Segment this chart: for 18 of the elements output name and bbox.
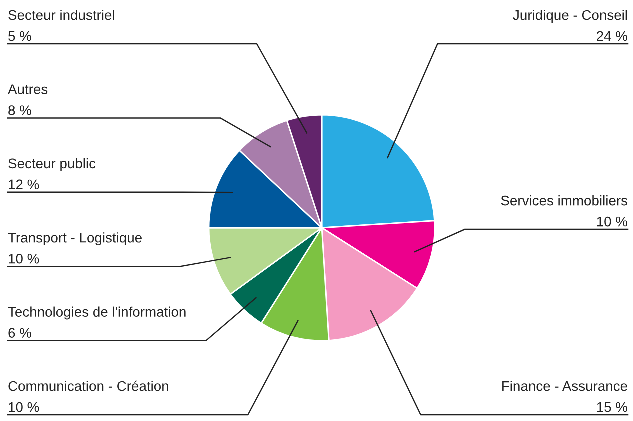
data-label: 10 % bbox=[9, 254, 40, 264]
data-label: 5 % bbox=[8, 31, 32, 42]
slice-label: Transport - Logistique bbox=[8, 232, 142, 246]
slice-label: Finance - Assurance bbox=[502, 381, 628, 392]
data-label: 6 % bbox=[8, 328, 32, 338]
slice-label: Services immobiliers bbox=[501, 196, 628, 206]
data-label: 10 % bbox=[9, 402, 40, 412]
slice-label: Technologies de l'information bbox=[8, 306, 186, 320]
data-label: 24 % bbox=[597, 31, 628, 42]
slice-label: Communication - Création bbox=[8, 380, 168, 392]
data-label: 12 % bbox=[9, 180, 40, 190]
data-label: 15 % bbox=[597, 402, 628, 412]
slice-label: Autres bbox=[8, 84, 48, 94]
data-label: 10 % bbox=[597, 216, 628, 227]
slice-label: Secteur public bbox=[8, 158, 96, 172]
data-label: 8 % bbox=[8, 106, 32, 116]
slice-label: Juridique - Conseil bbox=[513, 10, 628, 23]
slice-label: Secteur industriel bbox=[8, 10, 114, 20]
